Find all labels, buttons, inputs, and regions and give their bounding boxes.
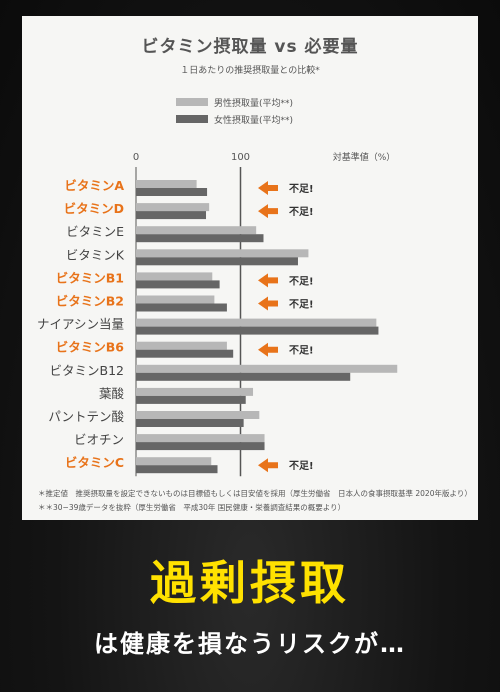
arrow-left-icon-6	[258, 296, 278, 311]
arrow-left-icon-8	[258, 342, 278, 357]
bar-female-8	[136, 349, 234, 358]
deficient-label-6: 不足!	[289, 299, 314, 311]
bar-male-8	[136, 341, 227, 350]
bar-male-3	[136, 226, 257, 235]
category-label-12: ビオチン	[74, 432, 124, 447]
category-label-5: ビタミンB1	[56, 270, 124, 285]
category-label-6: ビタミンB2	[56, 294, 124, 309]
bar-female-9	[136, 372, 351, 381]
x-tick-label-0: 0	[133, 152, 139, 163]
bar-female-13	[136, 465, 218, 474]
bar-male-5	[136, 272, 213, 281]
bar-male-1	[136, 180, 197, 188]
category-label-13: ビタミンC	[65, 455, 124, 470]
bar-female-1	[136, 188, 208, 196]
bar-male-2	[136, 203, 210, 212]
x-tick-label-100: 100	[231, 152, 250, 163]
category-label-4: ビタミンK	[66, 247, 125, 262]
x-axis-label: 対基準値（%）	[333, 151, 396, 163]
deficient-label-13: 不足!	[289, 460, 314, 472]
bar-male-7	[136, 318, 377, 327]
chart-subtitle: １日あたりの推奨摂取量との比較*	[180, 66, 320, 76]
category-label-7: ナイアシン当量	[37, 317, 124, 332]
bar-female-12	[136, 442, 265, 451]
deficient-label-1: 不足!	[289, 183, 314, 195]
bar-female-3	[136, 234, 264, 243]
headline: 過剰摂取	[150, 556, 350, 610]
bar-male-4	[136, 249, 309, 258]
bar-female-10	[136, 395, 246, 404]
bar-female-5	[136, 280, 220, 289]
deficient-label-8: 不足!	[289, 345, 314, 357]
legend-label-2: 女性摂取量(平均**)	[214, 114, 293, 126]
legend-swatch-2	[176, 115, 208, 123]
category-label-3: ビタミンE	[66, 224, 124, 239]
subline: は健康を損なうリスクが…	[94, 630, 406, 658]
bar-chart: 男性摂取量(平均**) 女性摂取量(平均**) 0 100 対基準値（%） ビタミンA 不足…	[37, 97, 398, 477]
bar-female-11	[136, 419, 244, 427]
bar-male-11	[136, 411, 260, 419]
deficient-label-5: 不足!	[289, 275, 314, 287]
category-label-11: パントテン酸	[48, 409, 124, 424]
category-label-10: 葉酸	[99, 386, 125, 401]
bar-male-6	[136, 295, 215, 304]
bar-female-2	[136, 211, 207, 220]
bar-female-7	[136, 326, 379, 335]
arrow-left-icon-13	[258, 458, 278, 473]
arrow-left-icon-2	[258, 204, 278, 219]
legend-label-1: 男性摂取量(平均**)	[214, 97, 293, 109]
footnote-2: ＊＊30−39歳データを抜粋（厚生労働省 平成30年 国民健康・栄養調査結果の概…	[38, 503, 346, 512]
category-label-2: ビタミンD	[64, 201, 124, 216]
bar-female-6	[136, 303, 227, 312]
bar-male-12	[136, 434, 265, 443]
chart-title: ビタミン摂取量 vs 必要量	[141, 37, 359, 57]
bar-male-9	[136, 364, 398, 373]
bar-male-13	[136, 457, 212, 466]
category-label-1: ビタミンA	[64, 178, 124, 193]
chart-card: ビタミン摂取量 vs 必要量 １日あたりの推奨摂取量との比較* 男性摂取量(平均…	[22, 16, 478, 520]
category-label-9: ビタミンB12	[50, 363, 124, 378]
arrow-left-icon-1	[258, 181, 278, 195]
legend-swatch-1	[176, 98, 208, 106]
bar-female-4	[136, 257, 298, 266]
bar-male-10	[136, 387, 254, 396]
category-label-8: ビタミンB6	[56, 340, 125, 355]
deficient-label-2: 不足!	[289, 206, 314, 218]
footnote-1: ＊推定値 推奨摂取量を設定できないものは目標値もしくは目安値を採用（厚生労働省 …	[38, 489, 472, 498]
arrow-left-icon-5	[258, 273, 278, 288]
